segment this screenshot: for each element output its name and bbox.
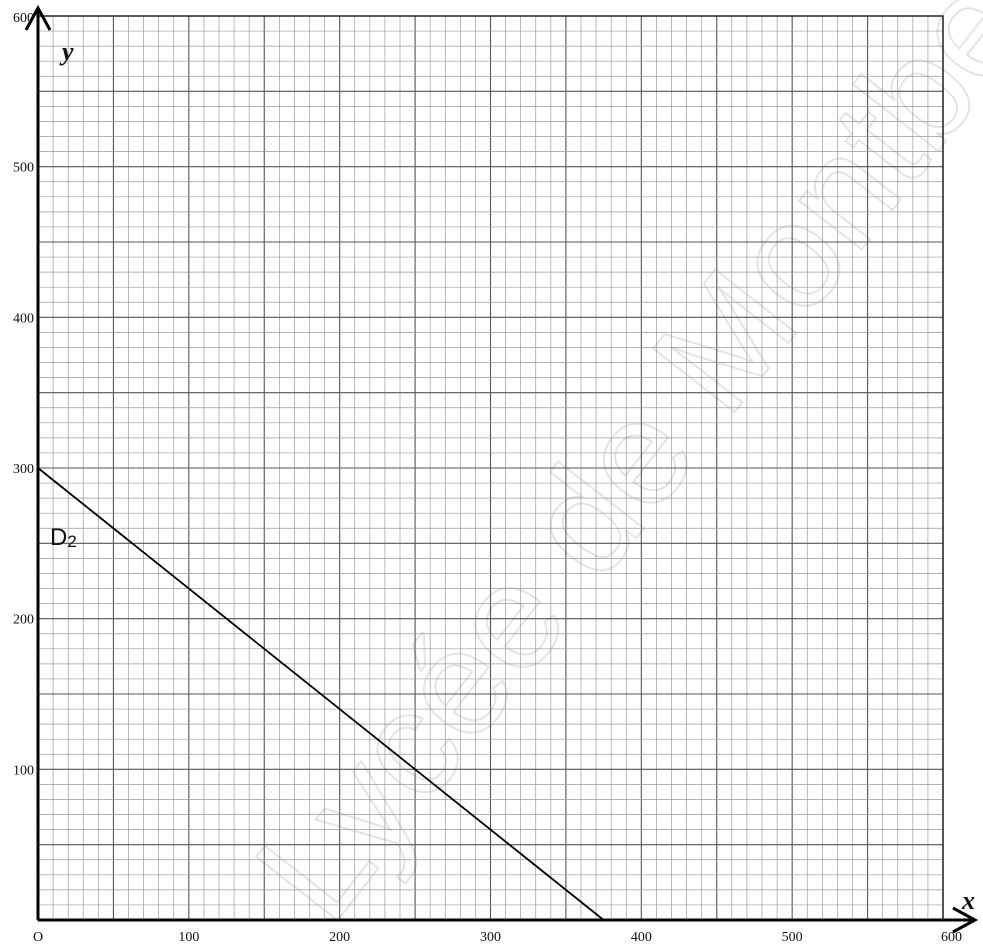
watermark-text: Lycée de Montbelliard (223, 0, 983, 948)
x-tick-label: O (33, 930, 43, 945)
y-axis-label: y (59, 37, 74, 66)
y-tick-label: 400 (13, 311, 34, 326)
x-tick-label: 100 (178, 930, 199, 945)
watermark: Lycée de Montbelliard (222, 0, 983, 948)
series: D2 (37, 467, 605, 921)
y-axis-arrow-icon (24, 4, 52, 31)
y-tick-label: 500 (13, 161, 34, 176)
y-tick-label: 600 (13, 11, 34, 26)
y-tick-label: 100 (13, 763, 34, 778)
grid (37, 15, 944, 921)
tick-labels: O 100 200 300 400 500 600 100 200 300 400 500 600 (13, 11, 962, 945)
y-tick-label: 300 (13, 462, 34, 477)
x-tick-label: 400 (631, 930, 652, 945)
x-tick-label: 300 (480, 930, 501, 945)
axes: xy (24, 4, 979, 934)
series-label-d2: D2 (50, 524, 77, 551)
x-axis-label: x (961, 886, 975, 915)
series-line-d2 (37, 467, 605, 921)
x-tick-label: 600 (941, 930, 962, 945)
x-tick-label: 500 (782, 930, 803, 945)
x-tick-label: 200 (329, 930, 350, 945)
x-axis-arrow-icon (952, 906, 979, 934)
y-tick-label: 200 (13, 613, 34, 628)
